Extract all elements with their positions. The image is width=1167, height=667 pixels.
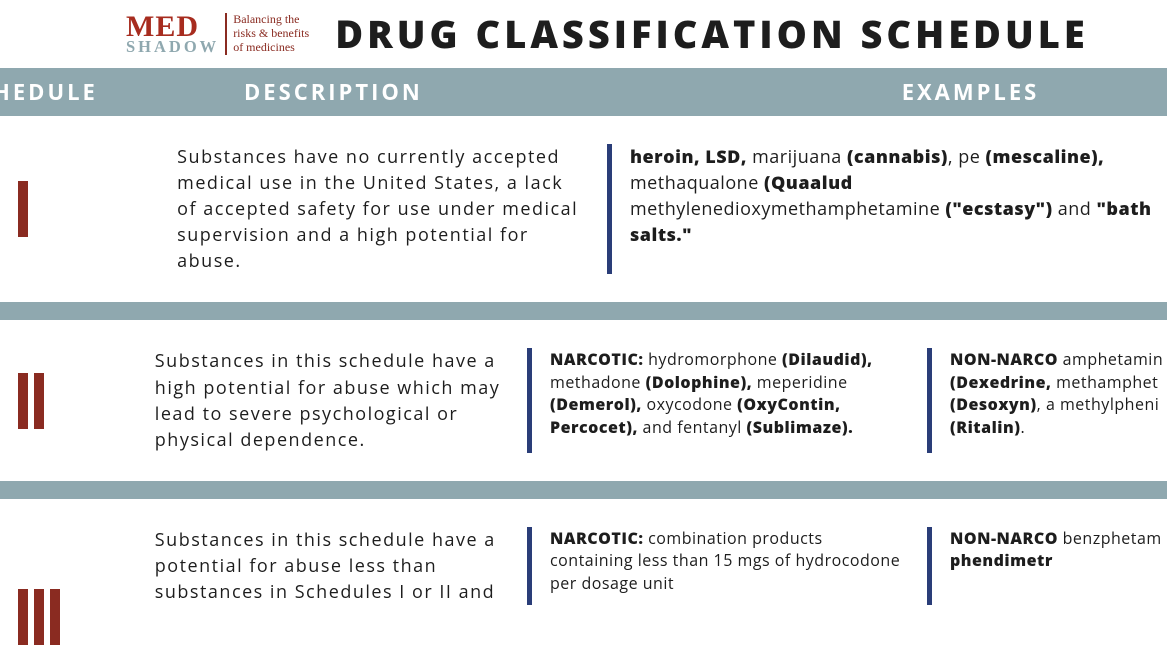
examples-wrap: NARCOTIC: combination products containin… <box>527 527 1167 605</box>
example-text: NON-NARCO amphetamin (Dexedrine, methamp… <box>950 348 1167 438</box>
logo-shadow: SHADOW <box>126 40 219 54</box>
example-text: NARCOTIC: combination products containin… <box>550 527 907 594</box>
roman-bar <box>18 589 28 645</box>
header-row: MED SHADOW Balancing the risks & benefit… <box>0 0 1167 68</box>
page-title: DRUG CLASSIFICATION SCHEDULE <box>335 8 1089 60</box>
logo: MED SHADOW Balancing the risks & benefit… <box>126 13 309 55</box>
roman-numeral <box>18 181 28 237</box>
example-divider <box>527 527 532 605</box>
schedule-row: Substances in this schedule have a high … <box>0 320 1167 480</box>
examples-wrap: NARCOTIC: hydromorphone (Dilaudid), meth… <box>527 348 1167 452</box>
example-divider <box>927 348 932 452</box>
roman-numeral <box>18 373 44 429</box>
logo-med: MED <box>126 14 219 40</box>
description-text: Substances have no currently accepted me… <box>177 144 607 274</box>
header-schedule: CHEDULE <box>0 77 154 107</box>
schedule-numeral-2 <box>0 348 155 452</box>
logo-text: MED SHADOW <box>126 14 219 54</box>
schedule-numeral-3 <box>0 527 155 605</box>
roman-bar <box>50 589 60 645</box>
column-header-band: CHEDULE DESCRIPTION EXAMPLES <box>0 68 1167 116</box>
example-column: heroin, LSD, marijuana (cannabis), pe (m… <box>607 144 1167 274</box>
roman-bar <box>34 589 44 645</box>
row-divider <box>0 302 1167 320</box>
example-text: heroin, LSD, marijuana (cannabis), pe (m… <box>630 144 1167 248</box>
example-text: NARCOTIC: hydromorphone (Dilaudid), meth… <box>550 348 907 438</box>
description-text: Substances in this schedule have a poten… <box>155 527 527 605</box>
logo-divider <box>225 13 227 55</box>
example-column-narcotic: NARCOTIC: hydromorphone (Dilaudid), meth… <box>527 348 907 452</box>
logo-tagline: Balancing the risks & benefits of medici… <box>233 13 309 54</box>
roman-bar <box>34 373 44 429</box>
example-column-nonnarcotic: NON-NARCO amphetamin (Dexedrine, methamp… <box>927 348 1167 452</box>
example-divider <box>927 527 932 605</box>
examples-wrap: heroin, LSD, marijuana (cannabis), pe (m… <box>607 144 1167 274</box>
roman-numeral <box>18 589 60 645</box>
header-examples: EXAMPLES <box>614 77 1167 107</box>
header-description: DESCRIPTION <box>154 77 614 107</box>
example-column-nonnarcotic: NON-NARCO benzphetam phendimetr <box>927 527 1167 605</box>
example-column-narcotic: NARCOTIC: combination products containin… <box>527 527 907 605</box>
schedule-numeral-1 <box>0 144 177 274</box>
schedule-row: Substances have no currently accepted me… <box>0 116 1167 302</box>
roman-bar <box>18 181 28 237</box>
example-divider <box>607 144 612 274</box>
description-text: Substances in this schedule have a high … <box>155 348 527 452</box>
example-text: NON-NARCO benzphetam phendimetr <box>950 527 1167 572</box>
row-divider <box>0 481 1167 499</box>
example-divider <box>527 348 532 452</box>
roman-bar <box>18 373 28 429</box>
schedule-row: Substances in this schedule have a poten… <box>0 499 1167 605</box>
